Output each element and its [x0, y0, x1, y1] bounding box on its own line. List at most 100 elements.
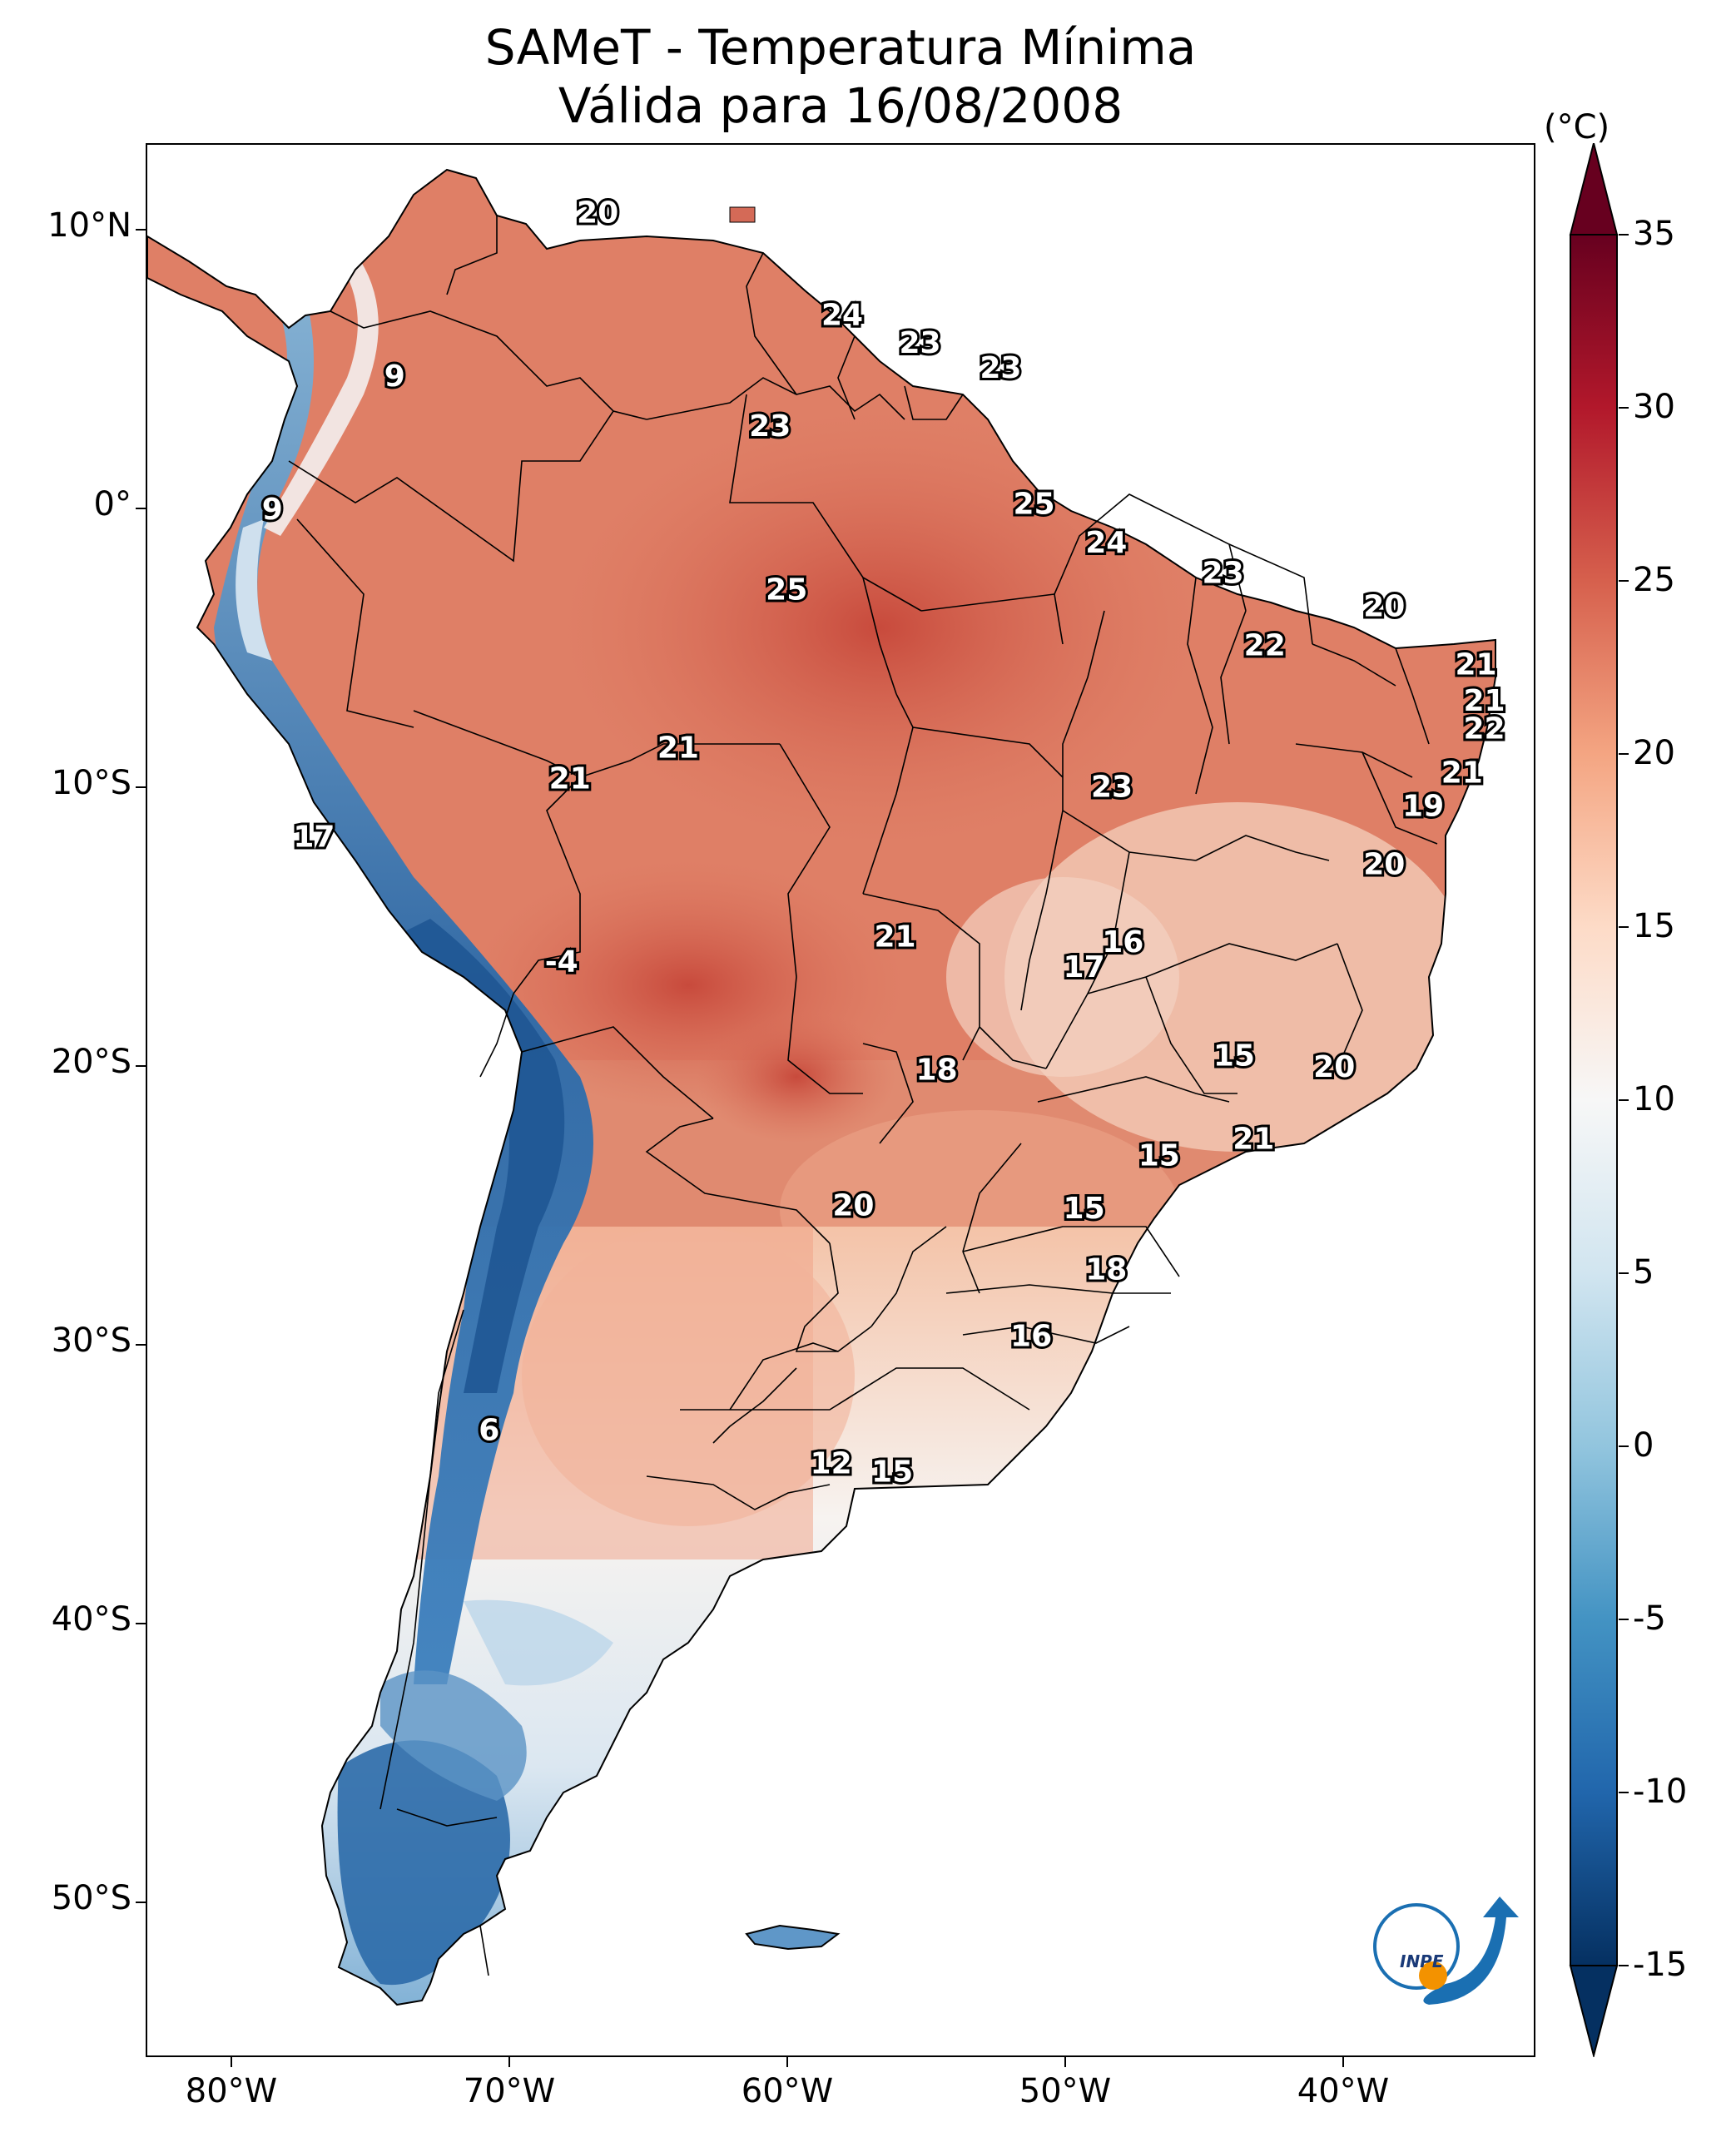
colorbar — [1569, 143, 1619, 2057]
station-value-label: 25 — [1013, 487, 1054, 521]
colorbar-tick — [1619, 1445, 1629, 1447]
lat-tick — [136, 508, 146, 509]
station-value-label: 24 — [1085, 526, 1127, 560]
station-value-label: 12 — [811, 1447, 852, 1481]
station-value-label: 23 — [1203, 557, 1244, 591]
station-value-label: 21 — [1463, 684, 1505, 718]
falklands-island — [745, 1924, 841, 1951]
lon-label-60w: 60°W — [741, 2072, 834, 2110]
lon-tick — [508, 2057, 510, 2067]
colorbar-tick-label: 0 — [1633, 1426, 1654, 1465]
colorbar-extend-bottom — [1569, 1965, 1619, 2057]
station-value-label: 18 — [1085, 1252, 1127, 1287]
station-value-label: 6 — [479, 1414, 499, 1448]
station-value-label: -4 — [545, 945, 578, 979]
lat-tick — [136, 1344, 146, 1346]
station-value-label: 15 — [1138, 1139, 1180, 1173]
station-value-label: 22 — [1244, 628, 1286, 662]
station-value-label: 21 — [549, 761, 591, 796]
station-value-label: 17 — [1064, 950, 1105, 984]
station-value-label: 15 — [1213, 1039, 1255, 1074]
station-value-label: 22 — [1463, 712, 1505, 746]
station-value-label: 21 — [1233, 1123, 1274, 1157]
station-value-label: 20 — [1363, 590, 1405, 624]
title-line-2: Válida para 16/08/2008 — [558, 77, 1123, 134]
lon-tick — [1342, 2057, 1344, 2067]
map-panel: INPE 20 24 23 23 9 23 9 25 24 23 25 20 22 21 21 22 21 21 2… — [146, 143, 1535, 2057]
colorbar-tick — [1619, 234, 1629, 236]
lon-label-50w: 50°W — [1019, 2072, 1112, 2110]
station-value-label: 23 — [1091, 770, 1133, 804]
station-value-label: 20 — [577, 196, 618, 230]
inpe-logo: INPE — [1373, 1897, 1519, 2005]
lon-label-40w: 40°W — [1297, 2072, 1390, 2110]
lat-label-10n: 10°N — [47, 206, 131, 245]
lat-tick — [136, 1623, 146, 1624]
lat-label-40s: 40°S — [51, 1600, 131, 1639]
station-value-label: 9 — [262, 493, 283, 527]
station-value-label: 23 — [899, 326, 940, 360]
lon-tick — [786, 2057, 788, 2067]
station-value-label: 19 — [1402, 790, 1444, 824]
lat-label-0: 0° — [93, 485, 131, 523]
colorbar-tick-label: 15 — [1633, 907, 1675, 945]
colorbar-tick — [1619, 1099, 1629, 1101]
station-value-label: 21 — [657, 731, 699, 766]
political-borders — [288, 216, 1438, 1976]
colorbar-tick — [1619, 407, 1629, 409]
station-value-label: 15 — [1064, 1192, 1105, 1226]
colorbar-tick-label: -5 — [1633, 1599, 1666, 1638]
lat-label-30s: 30°S — [51, 1321, 131, 1360]
station-value-label: 17 — [293, 820, 335, 854]
colorbar-extend-top — [1569, 143, 1619, 236]
station-value-label: 23 — [980, 351, 1021, 385]
lon-label-80w: 80°W — [185, 2072, 278, 2110]
map-title: SAMeT - Temperatura Mínima Válida para 1… — [146, 18, 1535, 135]
station-value-label: 24 — [821, 299, 863, 333]
colorbar-tick — [1619, 753, 1629, 755]
station-value-label: 21 — [1455, 648, 1496, 682]
colorbar-scale — [1570, 234, 1618, 1966]
colorbar-tick — [1619, 926, 1629, 928]
lat-label-50s: 50°S — [51, 1879, 131, 1917]
lon-tick — [231, 2057, 232, 2067]
lat-label-20s: 20°S — [51, 1043, 131, 1081]
station-value-label: 20 — [1363, 848, 1405, 882]
lat-tick — [136, 229, 146, 231]
colorbar-tick — [1619, 580, 1629, 582]
colorbar-tick-label: 25 — [1633, 561, 1675, 599]
lon-tick — [1064, 2057, 1066, 2067]
station-value-label: 16 — [1010, 1319, 1052, 1353]
station-value-label: 9 — [384, 359, 405, 394]
colorbar-tick-label: -10 — [1633, 1773, 1688, 1811]
station-value-label: 23 — [749, 409, 791, 444]
station-value-label: 21 — [1441, 756, 1483, 791]
colorbar-tick-label: 10 — [1633, 1080, 1675, 1118]
temperature-field — [147, 170, 1495, 2005]
lat-tick — [136, 786, 146, 788]
colorbar-tick-label: 5 — [1633, 1253, 1654, 1292]
station-value-label: 25 — [766, 573, 807, 607]
station-value-label: 20 — [1313, 1050, 1355, 1084]
colorbar-tick — [1619, 1965, 1629, 1966]
title-line-1: SAMeT - Temperatura Mínima — [484, 19, 1197, 76]
station-value-label: 18 — [916, 1053, 958, 1087]
colorbar-tick-label: 20 — [1633, 734, 1675, 772]
colorbar-tick — [1619, 1792, 1629, 1793]
station-value-label: 16 — [1102, 925, 1143, 959]
station-value-label: 20 — [832, 1189, 874, 1223]
trinidad-island — [729, 206, 756, 223]
colorbar-tick — [1619, 1619, 1629, 1620]
colorbar-tick — [1619, 1272, 1629, 1274]
lat-tick — [136, 1065, 146, 1067]
colorbar-tick-label: 35 — [1633, 215, 1675, 253]
lon-label-70w: 70°W — [463, 2072, 556, 2110]
station-value-label: 15 — [871, 1455, 913, 1490]
lat-label-10s: 10°S — [51, 764, 131, 802]
station-value-label: 21 — [874, 920, 915, 954]
lat-tick — [136, 1902, 146, 1903]
colorbar-tick-label: -15 — [1633, 1946, 1688, 1984]
colorbar-tick-label: 30 — [1633, 388, 1675, 426]
